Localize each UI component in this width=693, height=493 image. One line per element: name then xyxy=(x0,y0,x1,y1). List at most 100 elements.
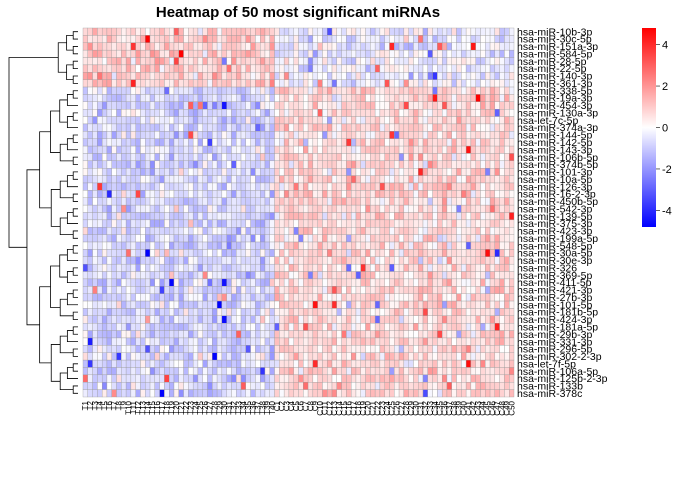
heatmap-cell xyxy=(169,241,175,250)
heatmap-cell xyxy=(360,382,366,390)
heatmap-cell xyxy=(207,153,213,162)
heatmap-cell xyxy=(250,286,256,294)
heatmap-cell xyxy=(192,234,199,243)
heatmap-cell xyxy=(441,256,448,265)
heatmap-cell xyxy=(398,300,405,309)
dendrogram-branch xyxy=(72,245,78,254)
heatmap-cell xyxy=(149,293,156,302)
heatmap-cell xyxy=(351,359,357,368)
column-label: T37 xyxy=(254,400,263,414)
heatmap-cell xyxy=(293,256,299,265)
heatmap-cell xyxy=(394,101,400,110)
heatmap-cell xyxy=(212,197,218,206)
heatmap-cell xyxy=(389,35,395,43)
heatmap-cell xyxy=(370,286,376,294)
heatmap-cell xyxy=(327,308,333,316)
heatmap-cell xyxy=(365,367,371,376)
heatmap-cell xyxy=(264,138,270,147)
heatmap-cell xyxy=(169,330,175,339)
heatmap-cell xyxy=(154,308,160,316)
heatmap-cell xyxy=(173,160,179,169)
heatmap-cell xyxy=(341,323,347,331)
column-labels: T1T2T3T4T5T6T7T8T9T10T11T12T13T14T15T16T… xyxy=(81,400,516,415)
heatmap-cell xyxy=(264,182,270,191)
heatmap-cell xyxy=(87,271,93,280)
heatmap-cell xyxy=(461,234,467,243)
heatmap-cell xyxy=(365,49,371,58)
heatmap-cell xyxy=(231,315,237,324)
heatmap-cell xyxy=(192,367,199,376)
heatmap-cell xyxy=(116,337,122,346)
heatmap-cell xyxy=(183,300,189,309)
heatmap-cell xyxy=(169,109,175,117)
heatmap-cell xyxy=(101,101,108,110)
heatmap-cell xyxy=(111,308,117,316)
heatmap-cell xyxy=(418,241,424,250)
heatmap-cell xyxy=(317,293,323,302)
heatmap-cell xyxy=(437,138,443,147)
heatmap-cell xyxy=(121,101,127,110)
heatmap-cell xyxy=(317,323,323,331)
heatmap-cell xyxy=(169,94,175,102)
heatmap-cell xyxy=(279,131,285,139)
heatmap-cell xyxy=(398,234,405,243)
legend-tick-label: 2 xyxy=(662,81,668,93)
heatmap-cell xyxy=(87,249,93,257)
heatmap-cell xyxy=(116,315,122,324)
heatmap-cell xyxy=(125,382,132,390)
row-label: hsa-miR-378c xyxy=(517,388,582,400)
heatmap-cell xyxy=(236,190,242,198)
heatmap-cell xyxy=(212,168,218,176)
heatmap-cell xyxy=(422,35,428,43)
heatmap-cell xyxy=(274,27,280,36)
heatmap-cell xyxy=(212,286,218,294)
heatmap-cell xyxy=(413,197,419,206)
heatmap-cell xyxy=(446,300,452,309)
heatmap-cell xyxy=(111,367,117,376)
heatmap-cell xyxy=(470,64,476,73)
heatmap-cell xyxy=(504,382,510,390)
heatmap-cell xyxy=(240,308,246,316)
heatmap-cell xyxy=(437,263,443,272)
heatmap-cell xyxy=(125,131,132,139)
heatmap-cell xyxy=(240,241,246,250)
heatmap-cell xyxy=(298,116,304,125)
heatmap-cell xyxy=(489,79,496,88)
column-label: C30 xyxy=(412,400,421,415)
heatmap-cell xyxy=(451,330,457,339)
heatmap-cell xyxy=(341,86,347,95)
heatmap-cell xyxy=(226,300,232,309)
heatmap-cell xyxy=(422,389,428,398)
heatmap-cell xyxy=(245,212,251,221)
heatmap-cell xyxy=(446,175,452,184)
heatmap-cell xyxy=(413,168,419,176)
heatmap-cell xyxy=(173,197,179,206)
heatmap-cell xyxy=(274,116,280,125)
heatmap-cell xyxy=(154,190,160,198)
heatmap-cell xyxy=(111,300,117,309)
heatmap-cell xyxy=(384,138,390,147)
heatmap-cell xyxy=(255,315,261,324)
heatmap-cell xyxy=(341,175,347,184)
heatmap-cell xyxy=(384,323,390,331)
heatmap-cell xyxy=(279,57,285,66)
heatmap-cell xyxy=(121,168,127,176)
heatmap-cell xyxy=(480,330,486,339)
heatmap-cell xyxy=(202,153,208,162)
heatmap-cell xyxy=(504,131,510,139)
heatmap-cell xyxy=(121,182,127,191)
row-label: hsa-miR-30a-5p xyxy=(517,248,592,260)
heatmap-cell xyxy=(441,204,448,213)
heatmap-cell xyxy=(336,190,342,198)
heatmap-cell xyxy=(216,286,223,294)
heatmap-cell xyxy=(255,86,261,95)
heatmap-cell xyxy=(379,300,385,309)
heatmap-cell xyxy=(403,263,409,272)
heatmap-cell xyxy=(111,57,117,66)
heatmap-cell xyxy=(125,227,132,235)
heatmap-cell xyxy=(465,367,472,376)
heatmap-cell xyxy=(408,79,414,88)
heatmap-cell xyxy=(480,256,486,265)
heatmap-cell xyxy=(159,175,165,184)
heatmap-cell xyxy=(384,197,390,206)
